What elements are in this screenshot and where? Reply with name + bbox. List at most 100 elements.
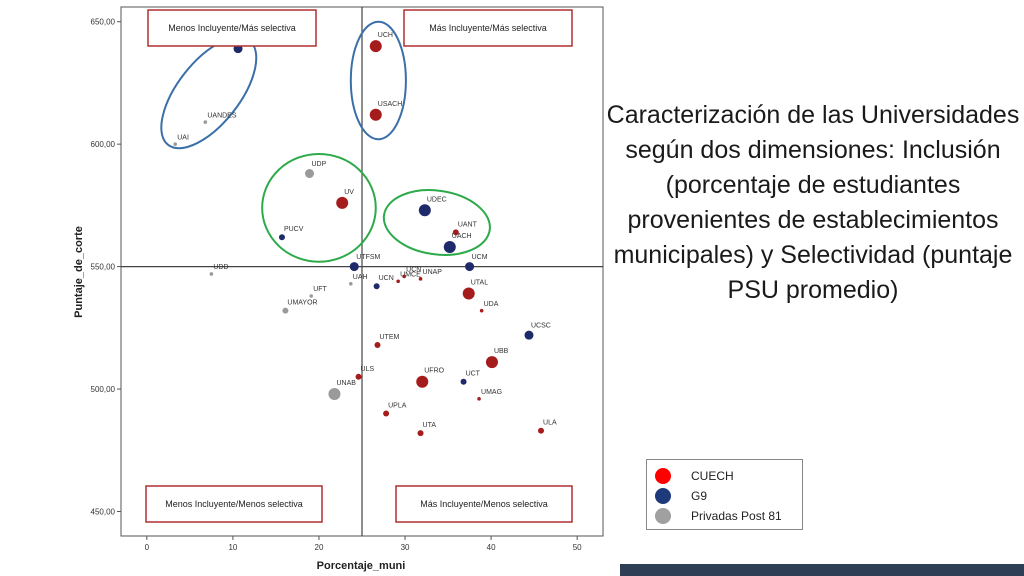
point-label: UCN	[379, 275, 394, 282]
point-label: UTAL	[471, 280, 488, 287]
point-label: USACH	[378, 101, 403, 108]
data-point	[485, 356, 498, 369]
point-label: UTA	[423, 422, 437, 429]
y-tick-label: 500,00	[91, 385, 116, 394]
point-label: UNAP	[423, 269, 443, 276]
point-label: UBB	[494, 348, 509, 355]
quadrant-label: Menos Incluyente/Menos selectiva	[165, 499, 303, 509]
y-tick-label: 600,00	[91, 140, 116, 149]
y-tick-label: 650,00	[91, 18, 116, 27]
cluster-ellipse	[349, 20, 407, 141]
data-point	[349, 281, 353, 286]
point-label: UCN	[406, 267, 421, 274]
point-label: UNAB	[336, 380, 356, 387]
data-point	[373, 283, 380, 290]
data-point	[462, 287, 475, 300]
data-point	[336, 196, 349, 209]
data-point	[309, 294, 314, 298]
point-label: PUCV	[284, 226, 304, 233]
data-point	[416, 375, 429, 388]
quadrant-label: Menos Incluyente/Más selectiva	[168, 23, 296, 33]
point-label: ULA	[543, 420, 557, 427]
point-label: UANT	[458, 221, 478, 228]
data-point	[402, 274, 406, 279]
point-label: UANDES	[207, 112, 237, 119]
point-label: UDEC	[427, 196, 447, 203]
quadrant-box	[395, 485, 573, 523]
y-axis-label: Puntaje_de_corte	[73, 226, 85, 318]
point-label: UDA	[484, 301, 499, 308]
x-tick-label: 40	[487, 543, 496, 552]
point-label: UFRO	[424, 368, 444, 375]
point-label: UV	[344, 189, 354, 196]
quadrant-label: Más Incluyente/Más selectiva	[429, 23, 547, 33]
point-label: UCM	[472, 254, 488, 261]
data-point	[524, 330, 534, 340]
data-point	[417, 430, 424, 437]
side-title: Caracterización de las Universidades seg…	[606, 101, 1020, 304]
point-label: UMCE	[400, 271, 421, 278]
data-point	[369, 108, 382, 121]
x-tick-label: 20	[315, 543, 324, 552]
legend-item-privadas: Privadas Post 81	[655, 507, 782, 525]
data-point	[460, 378, 467, 385]
data-point	[203, 120, 208, 124]
point-label: UFT	[313, 286, 327, 293]
point-label: UDD	[213, 264, 228, 271]
x-tick-label: 30	[401, 543, 410, 552]
legend-label-cuech: CUECH	[691, 469, 734, 483]
legend-swatch-cuech	[655, 468, 671, 484]
legend-label-privadas: Privadas Post 81	[691, 509, 782, 523]
point-label: UCH	[378, 32, 393, 39]
point-label: UACH	[452, 233, 472, 240]
point-label: UCSC	[531, 323, 551, 330]
data-point	[282, 307, 289, 314]
data-point	[374, 341, 381, 348]
legend: CUECH G9 Privadas Post 81	[646, 459, 803, 530]
legend-item-g9: G9	[655, 487, 707, 505]
data-point	[278, 234, 285, 241]
quadrant-label: Más Incluyente/Menos selectiva	[420, 499, 548, 509]
legend-label-g9: G9	[691, 489, 708, 503]
point-label: UAI	[177, 134, 189, 141]
point-label: UMAYOR	[287, 300, 317, 307]
data-point	[418, 277, 423, 281]
cluster-ellipse	[261, 152, 377, 263]
data-point	[452, 229, 459, 236]
footer-bar	[620, 564, 1024, 576]
data-point	[383, 410, 390, 417]
data-point	[538, 427, 545, 434]
data-point	[418, 204, 431, 217]
legend-swatch-g9	[655, 488, 671, 504]
point-label: UAH	[353, 274, 368, 281]
point-label: UDP	[311, 161, 326, 168]
data-point	[479, 308, 484, 313]
cluster-ellipse	[382, 189, 491, 256]
data-point	[355, 373, 362, 380]
data-point	[209, 272, 214, 276]
data-point	[328, 387, 341, 400]
point-label: UPLA	[388, 403, 407, 410]
scatter-chart: 0 10 20 30 40 50 450,00 500,00 550,00 600,00 650,0…	[73, 6, 604, 572]
data-point	[443, 241, 456, 254]
point-label: UMAG	[481, 389, 502, 396]
x-tick-label: 50	[573, 543, 582, 552]
data-point	[349, 262, 359, 272]
x-tick-label: 0	[145, 543, 150, 552]
data-point	[369, 40, 382, 53]
data-point	[304, 169, 314, 179]
x-axis-label: Porcentaje_muni	[317, 560, 406, 572]
x-tick-label: 10	[228, 543, 237, 552]
legend-item-cuech: CUECH	[655, 467, 734, 485]
point-label: ULS	[361, 366, 375, 373]
data-point	[396, 279, 400, 284]
point-label: UCT	[466, 371, 481, 378]
legend-swatch-privadas	[655, 508, 671, 524]
data-point	[477, 397, 481, 401]
data-point	[173, 142, 178, 146]
point-label: UTEM	[379, 334, 399, 341]
point-label: UTFSM	[356, 254, 380, 261]
quadrant-box	[147, 9, 317, 47]
quadrant-box	[403, 9, 573, 47]
data-point	[465, 262, 475, 272]
